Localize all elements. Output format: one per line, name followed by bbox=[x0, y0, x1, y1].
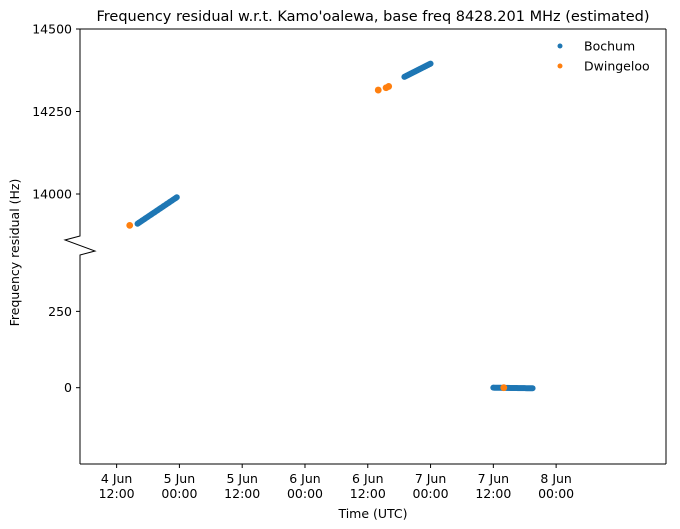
y-axis-label: Frequency residual (Hz) bbox=[7, 179, 22, 327]
x-tick-label-time: 12:00 bbox=[99, 486, 135, 501]
legend-marker-bochum bbox=[557, 43, 563, 49]
x-tick-label-time: 12:00 bbox=[350, 486, 386, 501]
legend: Bochum Dwingeloo bbox=[557, 39, 650, 74]
x-tick-label-date: 7 Jun bbox=[478, 471, 509, 486]
dwingeloo-point bbox=[126, 221, 134, 229]
dwingeloo-point bbox=[500, 384, 508, 392]
chart-title: Frequency residual w.r.t. Kamo'oalewa, b… bbox=[96, 9, 649, 25]
y-tick-label: 14250 bbox=[32, 104, 72, 119]
bochum-point bbox=[427, 60, 434, 67]
x-tick-label-time: 00:00 bbox=[287, 486, 323, 501]
legend-marker-dwingeloo bbox=[557, 63, 563, 69]
x-tick-label-date: 8 Jun bbox=[540, 471, 571, 486]
x-tick-label-time: 00:00 bbox=[538, 486, 574, 501]
x-tick-label-date: 6 Jun bbox=[352, 471, 383, 486]
y-tick-label: 14500 bbox=[32, 22, 72, 37]
x-tick-label-date: 7 Jun bbox=[415, 471, 446, 486]
dwingeloo-point bbox=[385, 83, 393, 90]
bochum-point bbox=[173, 194, 180, 201]
x-tick-label-date: 5 Jun bbox=[226, 471, 257, 486]
bochum-point bbox=[529, 385, 536, 392]
y-tick-label: 0 bbox=[64, 380, 72, 395]
data-layer bbox=[126, 60, 536, 392]
x-tick-label-time: 12:00 bbox=[475, 486, 511, 501]
x-tick-label-time: 00:00 bbox=[413, 486, 449, 501]
x-tick-label-time: 12:00 bbox=[224, 486, 260, 501]
x-axis-label: Time (UTC) bbox=[337, 506, 407, 521]
y-tick-label: 250 bbox=[48, 304, 72, 319]
x-tick-label-date: 5 Jun bbox=[164, 471, 195, 486]
x-tick-label-date: 6 Jun bbox=[289, 471, 320, 486]
y-tick-label: 14000 bbox=[32, 187, 72, 202]
legend-label-bochum: Bochum bbox=[584, 39, 635, 54]
x-tick-label-date: 4 Jun bbox=[101, 471, 132, 486]
x-tick-label-time: 00:00 bbox=[161, 486, 197, 501]
legend-label-dwingeloo: Dwingeloo bbox=[584, 59, 650, 74]
left-spine-broken bbox=[63, 29, 97, 464]
dwingeloo-point bbox=[374, 86, 382, 94]
